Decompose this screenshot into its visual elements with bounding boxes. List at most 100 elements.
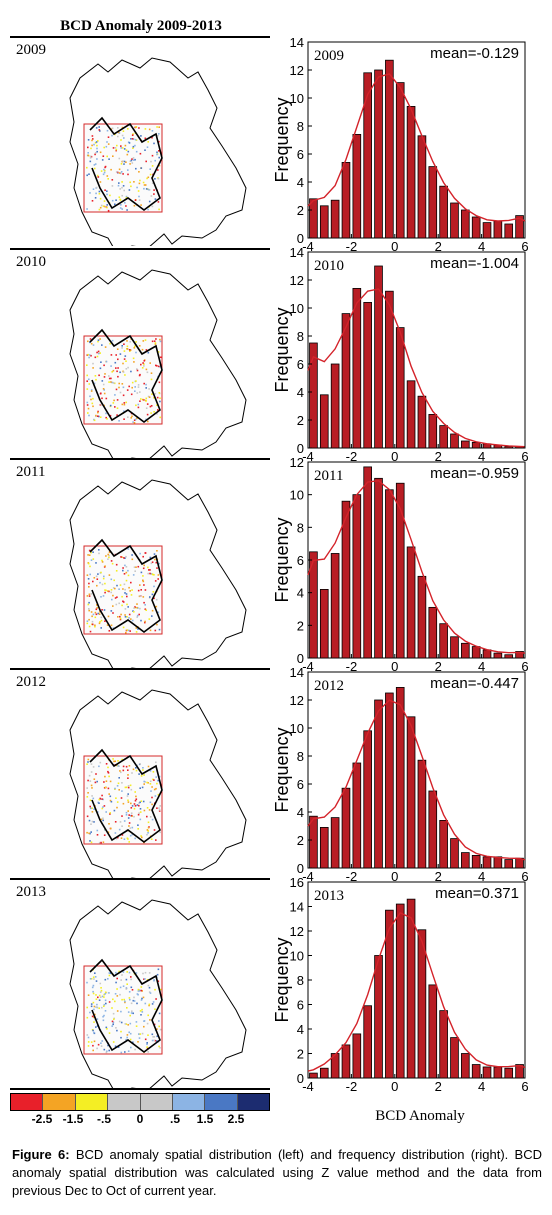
anomaly-pixel <box>120 1030 122 1033</box>
histogram-bar <box>374 69 383 239</box>
anomaly-pixel <box>144 1038 147 1041</box>
anomaly-pixel <box>88 354 91 356</box>
x-tick-label: -4 <box>302 869 314 884</box>
anomaly-pixel <box>110 591 112 594</box>
anomaly-pixel <box>125 786 128 789</box>
anomaly-pixel <box>89 807 92 810</box>
anomaly-pixel <box>139 811 142 813</box>
x-tick-label: 4 <box>478 1079 485 1094</box>
anomaly-pixel <box>112 605 114 607</box>
colorbar-label: -1.5 <box>62 1112 84 1126</box>
anomaly-pixel <box>96 158 98 160</box>
anomaly-pixel <box>150 378 153 381</box>
anomaly-pixel <box>140 1014 142 1016</box>
histogram-bar <box>374 265 383 449</box>
anomaly-pixel <box>129 827 132 829</box>
anomaly-pixel <box>128 189 131 191</box>
anomaly-pixel <box>106 418 108 420</box>
anomaly-pixel <box>147 420 149 423</box>
anomaly-pixel <box>109 342 111 345</box>
anomaly-pixel <box>143 564 145 567</box>
anomaly-pixel <box>115 1027 117 1029</box>
anomaly-pixel <box>130 807 133 809</box>
anomaly-pixel <box>115 570 118 572</box>
anomaly-pixel <box>122 160 124 162</box>
anomaly-pixel <box>115 149 117 152</box>
anomaly-pixel <box>120 771 122 774</box>
anomaly-pixel <box>137 813 140 816</box>
province-outline <box>69 269 247 458</box>
anomaly-pixel <box>146 1046 148 1048</box>
y-tick-label: 0 <box>297 651 304 666</box>
anomaly-pixel <box>92 976 95 978</box>
anomaly-pixel <box>94 1013 96 1016</box>
anomaly-pixel <box>109 795 112 798</box>
anomaly-pixel <box>112 369 115 372</box>
anomaly-pixel <box>99 404 102 406</box>
anomaly-pixel <box>123 820 126 822</box>
anomaly-pixel <box>88 378 90 381</box>
anomaly-pixel <box>156 550 158 552</box>
anomaly-pixel <box>129 630 131 632</box>
anomaly-pixel <box>98 352 100 355</box>
histogram-bar <box>450 433 459 449</box>
anomaly-pixel <box>124 144 127 147</box>
anomaly-pixel <box>114 203 116 206</box>
anomaly-pixel <box>149 596 151 598</box>
anomaly-pixel <box>125 368 128 370</box>
anomaly-pixel <box>114 1000 116 1003</box>
anomaly-pixel <box>116 171 119 174</box>
anomaly-pixel <box>91 811 94 813</box>
histogram-bar <box>385 290 394 449</box>
anomaly-pixel <box>103 205 106 208</box>
anomaly-pixel <box>136 614 139 617</box>
anomaly-pixel <box>134 386 136 388</box>
anomaly-pixel <box>117 782 120 785</box>
histogram-bar <box>352 1033 362 1079</box>
colorbar-swatch <box>75 1094 109 1110</box>
anomaly-pixel <box>104 991 107 994</box>
anomaly-pixel <box>137 384 140 386</box>
anomaly-pixel <box>121 790 123 792</box>
anomaly-pixel <box>114 821 117 823</box>
anomaly-pixel <box>119 198 121 201</box>
anomaly-pixel <box>139 1033 142 1035</box>
anomaly-pixel <box>127 786 130 789</box>
chart-year-label: 2011 <box>314 468 343 484</box>
anomaly-pixel <box>154 580 157 582</box>
anomaly-pixel <box>107 209 110 212</box>
anomaly-pixel <box>89 1011 91 1014</box>
anomaly-pixel <box>132 1041 134 1044</box>
anomaly-pixel <box>90 389 93 391</box>
anomaly-pixel <box>158 133 160 135</box>
region-boundary <box>89 748 163 843</box>
anomaly-pixel <box>157 351 160 353</box>
histogram-bar <box>428 413 438 449</box>
anomaly-pixel <box>93 1021 95 1023</box>
anomaly-pixel <box>110 381 112 383</box>
anomaly-pixel <box>137 403 140 406</box>
anomaly-pixel <box>138 1037 141 1039</box>
anomaly-pixel <box>97 612 100 615</box>
anomaly-pixel <box>117 616 119 618</box>
anomaly-pixel <box>98 994 101 997</box>
anomaly-pixel <box>120 171 123 173</box>
anomaly-pixel <box>149 569 151 571</box>
anomaly-pixel <box>108 381 110 383</box>
anomaly-pixel <box>134 570 136 572</box>
anomaly-pixel <box>122 985 125 987</box>
anomaly-pixel <box>128 814 130 816</box>
anomaly-pixel <box>88 595 91 597</box>
anomaly-pixel <box>97 996 99 999</box>
anomaly-pixel <box>103 575 105 578</box>
anomaly-pixel <box>124 374 126 376</box>
colorbar-label: 0 <box>136 1112 144 1126</box>
anomaly-pixel <box>158 807 160 809</box>
province-outline <box>69 479 247 668</box>
anomaly-pixel <box>97 410 99 413</box>
histogram-bar <box>363 466 372 659</box>
anomaly-pixel <box>130 370 132 373</box>
anomaly-pixel <box>141 348 144 351</box>
anomaly-pixel <box>121 347 123 349</box>
anomaly-pixel <box>86 388 89 390</box>
